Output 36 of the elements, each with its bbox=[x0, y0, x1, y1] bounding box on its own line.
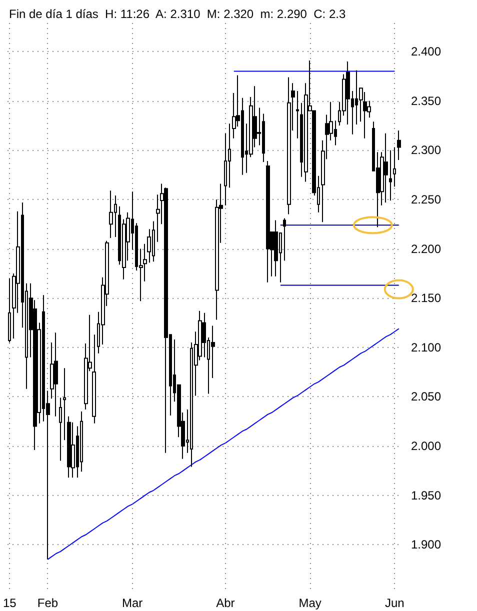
y-tick-label: 2.350 bbox=[411, 94, 442, 108]
candlestick bbox=[164, 187, 168, 454]
candlestick bbox=[67, 416, 71, 478]
x-tick-label: Mar bbox=[122, 596, 143, 610]
candlestick bbox=[59, 397, 62, 462]
candlestick bbox=[389, 150, 392, 201]
candlestick bbox=[287, 76, 291, 215]
candlestick bbox=[296, 90, 299, 139]
candlestick bbox=[8, 278, 11, 343]
x-tick-label: 15 bbox=[2, 596, 17, 610]
candlestick bbox=[283, 218, 286, 262]
x-tick-label: Abr bbox=[216, 596, 235, 610]
candlestick bbox=[393, 146, 396, 188]
x-tick-label: May bbox=[298, 596, 322, 610]
candlestick bbox=[109, 190, 113, 238]
y-tick-label: 2.150 bbox=[411, 291, 442, 306]
y-tick-label: 1.900 bbox=[411, 538, 442, 552]
candlestick bbox=[266, 160, 270, 283]
y-tick-label: 2.400 bbox=[411, 44, 442, 59]
line-series bbox=[47, 328, 400, 560]
y-tick-label: 2.300 bbox=[411, 143, 442, 158]
candlestick bbox=[397, 130, 401, 161]
candlestick bbox=[92, 334, 96, 424]
y-tick-label: 1.950 bbox=[411, 488, 442, 502]
x-tick-label: Jun bbox=[384, 596, 404, 610]
candlestick bbox=[63, 368, 66, 441]
candlestick bbox=[363, 92, 367, 139]
x-tick-label: Feb bbox=[37, 596, 58, 610]
y-tick-label: 2.100 bbox=[411, 340, 442, 354]
y-tick-label: 2.250 bbox=[411, 192, 442, 206]
candlestick bbox=[54, 332, 58, 417]
y-tick-label: 2.200 bbox=[411, 242, 442, 256]
candlestick bbox=[384, 132, 388, 203]
chart-title: Fin de día 1 días H: 11:26 A: 2.310 M: 2.320 m: 2.290 C: 2.3 bbox=[9, 7, 346, 21]
y-tick-label: 2.050 bbox=[411, 390, 442, 404]
y-tick-label: 2.000 bbox=[411, 439, 442, 454]
